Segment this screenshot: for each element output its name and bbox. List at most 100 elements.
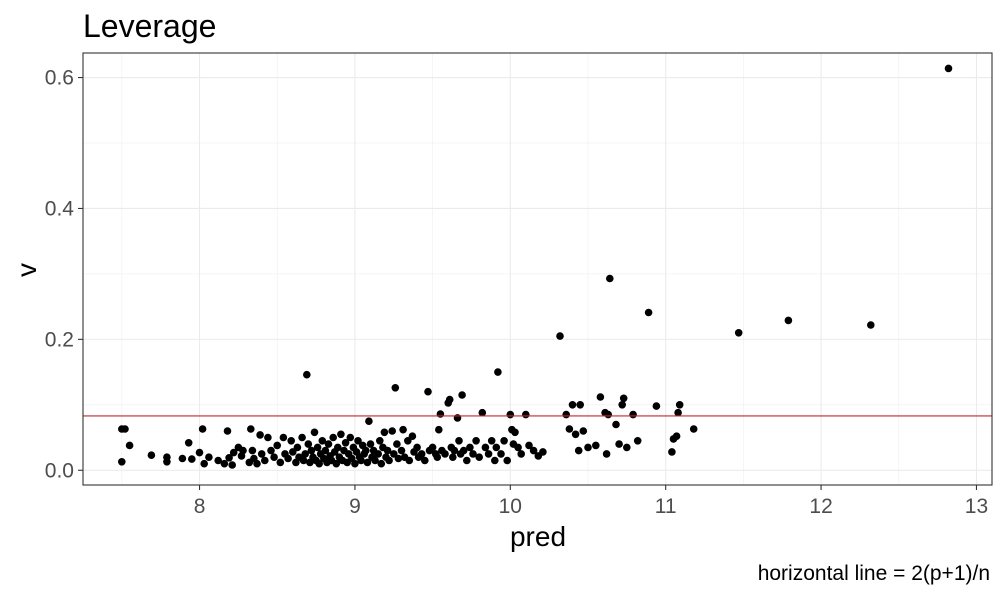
y-tick-label: 0.4 xyxy=(45,197,75,220)
data-point xyxy=(310,428,319,437)
data-point xyxy=(458,391,466,399)
data-point xyxy=(484,450,493,458)
data-point xyxy=(376,437,384,445)
y-tick-label: 0.0 xyxy=(45,459,74,482)
data-point xyxy=(393,440,401,448)
data-point xyxy=(264,433,272,442)
data-point xyxy=(337,430,345,439)
data-point xyxy=(163,458,171,466)
data-point xyxy=(357,456,365,465)
data-point xyxy=(303,370,311,379)
data-point xyxy=(178,454,187,463)
x-axis-ticks: 8 9 10 11 12 13 xyxy=(194,485,988,518)
data-point xyxy=(445,395,454,404)
data-point xyxy=(606,274,614,283)
data-point xyxy=(478,408,487,417)
data-point xyxy=(436,410,445,418)
data-point xyxy=(261,456,269,465)
data-point xyxy=(633,437,642,445)
data-point xyxy=(602,450,611,458)
data-point xyxy=(428,443,437,452)
data-point xyxy=(408,432,417,441)
data-point xyxy=(301,450,310,458)
data-point xyxy=(293,443,302,452)
x-tick-label: 11 xyxy=(655,495,677,518)
x-axis-title: pred xyxy=(510,521,566,552)
data-point xyxy=(421,456,429,465)
data-point xyxy=(200,459,208,468)
data-point xyxy=(220,459,229,468)
data-point xyxy=(568,401,577,409)
data-point xyxy=(366,440,375,448)
y-tick-label: 0.2 xyxy=(45,328,74,351)
data-point xyxy=(565,425,574,433)
data-point xyxy=(576,401,584,409)
data-point xyxy=(380,428,389,437)
data-point xyxy=(273,441,282,450)
y-axis-ticks: 0.0 0.2 0.4 0.6 xyxy=(45,67,83,482)
data-point xyxy=(469,450,477,458)
data-point xyxy=(267,446,275,455)
data-point xyxy=(689,425,698,433)
data-point xyxy=(351,459,359,468)
chart-caption: horizontal line = 2(p+1)/n xyxy=(758,562,990,585)
data-point xyxy=(618,401,626,409)
data-point xyxy=(248,446,257,455)
data-point xyxy=(497,450,505,458)
data-point xyxy=(463,456,471,465)
data-point xyxy=(195,448,204,457)
data-point xyxy=(604,410,612,419)
y-tick-label: 0.6 xyxy=(45,67,74,90)
data-point xyxy=(371,456,379,465)
data-point xyxy=(214,456,222,465)
chart-title: Leverage xyxy=(83,8,216,44)
data-point xyxy=(198,425,207,433)
data-point xyxy=(517,450,525,458)
data-point xyxy=(417,450,426,458)
data-point xyxy=(313,443,322,452)
data-point xyxy=(118,458,126,466)
data-point xyxy=(539,448,547,456)
data-point xyxy=(449,453,457,462)
data-point xyxy=(397,446,406,455)
data-point xyxy=(304,440,313,448)
data-point xyxy=(229,448,238,457)
data-point xyxy=(184,439,193,447)
data-point xyxy=(450,446,459,455)
data-point xyxy=(562,410,570,419)
data-point xyxy=(247,425,255,433)
x-tick-label: 10 xyxy=(499,495,522,518)
x-tick-label: 13 xyxy=(965,495,988,518)
data-point xyxy=(404,437,412,445)
minor-gridlines xyxy=(83,53,992,485)
data-point xyxy=(334,443,342,452)
data-point xyxy=(363,458,372,467)
data-point xyxy=(492,443,501,452)
data-point xyxy=(441,450,449,458)
data-point xyxy=(675,401,684,409)
data-point xyxy=(944,64,953,73)
data-point xyxy=(529,446,538,455)
data-point xyxy=(362,446,370,455)
data-point xyxy=(239,446,247,455)
data-point xyxy=(592,441,600,450)
x-tick-label: 9 xyxy=(349,495,361,518)
data-point xyxy=(571,430,580,439)
data-point xyxy=(574,446,583,455)
data-point xyxy=(668,448,676,456)
data-point xyxy=(734,329,743,337)
data-point xyxy=(125,441,134,450)
data-point xyxy=(596,393,605,401)
data-point xyxy=(287,437,296,445)
data-point xyxy=(388,427,397,435)
data-point xyxy=(253,459,261,468)
data-point xyxy=(453,414,462,422)
data-point xyxy=(270,453,278,462)
data-point xyxy=(459,446,468,455)
data-point xyxy=(365,417,373,426)
data-point xyxy=(652,402,661,410)
data-point xyxy=(579,427,588,435)
data-points xyxy=(118,64,953,469)
data-point xyxy=(321,446,330,455)
